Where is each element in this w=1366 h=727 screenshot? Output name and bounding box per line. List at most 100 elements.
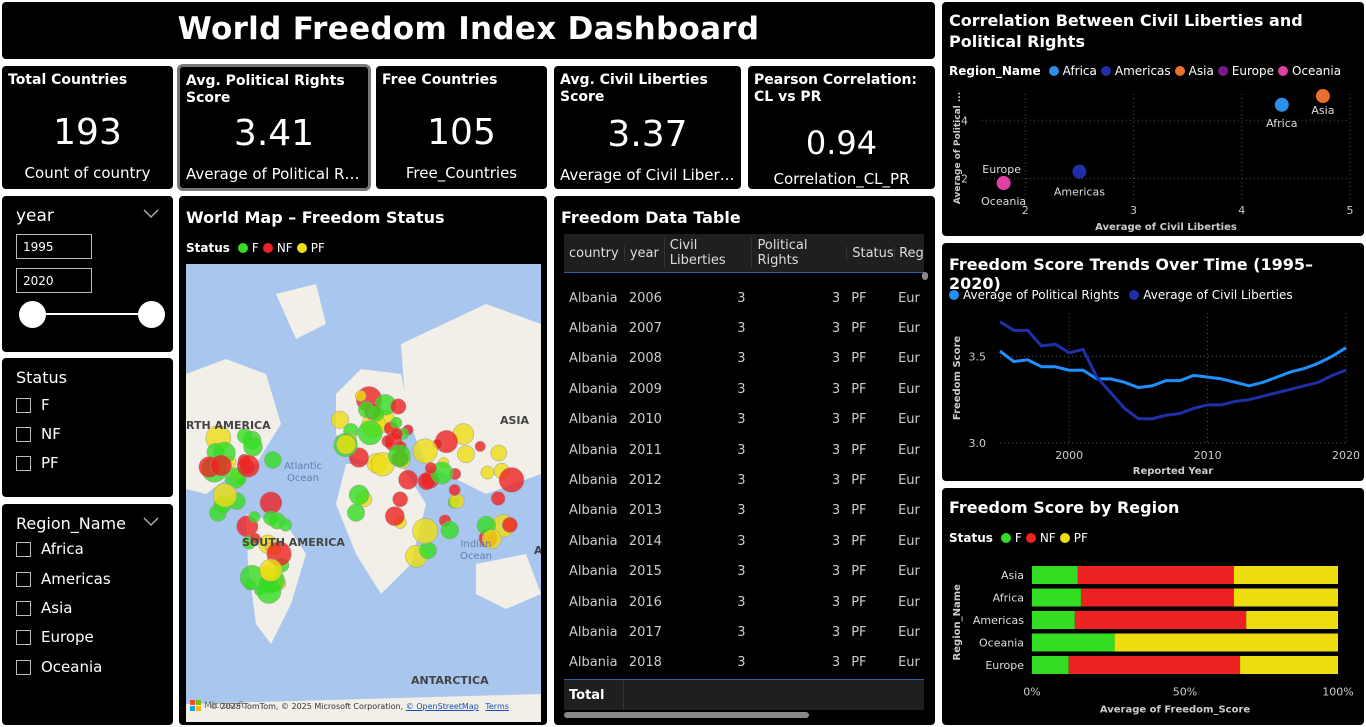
table-cell: Albania [569, 351, 618, 367]
category-label: Americas [973, 614, 1024, 627]
table-cell: Eur [898, 351, 920, 367]
bar-segment-nf [1068, 656, 1241, 674]
map-label-asia: ASIA [500, 414, 530, 427]
kpi-free-countries[interactable]: Free Countries 105 Free_Countries [374, 64, 549, 191]
column-header[interactable]: country [569, 245, 619, 261]
checkbox[interactable] [16, 455, 31, 471]
table-cell: 3 [737, 321, 746, 337]
checkbox[interactable] [16, 571, 31, 587]
table-cell: 3 [831, 381, 841, 397]
region-option-asia[interactable]: Asia [16, 599, 72, 617]
openstreetmap-link[interactable]: © OpenStreetMap [405, 702, 479, 711]
table-row[interactable]: Albania 2006 3 3 PF Eur [564, 283, 924, 313]
column-header[interactable]: Status [846, 245, 894, 261]
checkbox[interactable] [16, 629, 31, 645]
table-cell: PF [851, 503, 867, 519]
table-cell: 2013 [628, 503, 662, 519]
map-canvas[interactable]: RTH AMERICA SOUTH AMERICA ASIA Atlantic … [186, 264, 541, 722]
x-axis-label: Reported Year [1133, 466, 1213, 477]
table-cell: 3 [737, 533, 746, 549]
year-from-input[interactable]: 1995 [16, 234, 92, 259]
checkbox[interactable] [16, 397, 31, 413]
checkbox[interactable] [16, 600, 31, 616]
legend-dot-f [237, 243, 248, 253]
table-row[interactable]: Albania 2017 3 3 PF Eur [564, 617, 924, 647]
region-option-africa[interactable]: Africa [16, 540, 84, 558]
kpi-pearson-correlation[interactable]: Pearson Correlation: CL vs PR 0.94 Corre… [746, 64, 937, 191]
year-to-input[interactable]: 2020 [16, 268, 92, 293]
map-label-south-america: SOUTH AMERICA [242, 536, 345, 549]
table-row[interactable]: Albania 2016 3 3 PF Eur [564, 587, 924, 617]
kpi-value: 0.94 [805, 124, 878, 162]
table-cell: Albania [569, 624, 618, 640]
table-row[interactable]: Albania 2007 3 3 PF Eur [564, 313, 924, 343]
status-option-pf[interactable]: PF [16, 454, 59, 472]
year-range-end-handle[interactable] [138, 301, 165, 328]
kpi-avg-civil-liberties[interactable]: Avg. Civil Liberties Score 3.37 Average … [552, 64, 743, 191]
terms-link[interactable]: Terms [485, 702, 509, 711]
map-bubble [347, 503, 365, 522]
legend-label: Oceania [1292, 64, 1342, 78]
table-cell: Albania [569, 503, 618, 519]
table-row[interactable]: Albania 2015 3 3 PF Eur [564, 557, 924, 587]
legend-label: NF [1039, 531, 1056, 545]
world-map-visual[interactable]: World Map – Freedom Status Status F NF P… [177, 194, 549, 727]
kpi-total-countries[interactable]: Total Countries 193 Count of country [0, 64, 175, 191]
region-slicer[interactable]: Region_Name Africa Americas Asia Europe … [0, 502, 175, 727]
chevron-down-icon[interactable] [142, 208, 160, 220]
kpi-avg-political-rights[interactable]: Avg. Political Rights Score 3.41 Average… [177, 64, 371, 191]
column-header[interactable]: Civil Liberties [663, 238, 752, 268]
kpi-title: Avg. Civil Liberties Score [560, 72, 708, 105]
option-label: NF [41, 425, 61, 443]
region-option-americas[interactable]: Americas [16, 570, 111, 588]
table-cell: 2007 [628, 321, 662, 337]
column-header[interactable]: Political Rights [751, 238, 846, 268]
checkbox[interactable] [16, 659, 31, 675]
scatter-correlation-visual[interactable]: Correlation Between Civil Liberties and … [940, 0, 1366, 238]
legend-label: Africa [1062, 64, 1097, 78]
column-header[interactable]: year [623, 245, 664, 261]
freedom-data-table[interactable]: Freedom Data Table country year Civil Li… [552, 194, 937, 727]
map-bubble [210, 454, 232, 477]
bar-segment-f [1032, 633, 1115, 652]
table-cell: Albania [569, 533, 618, 549]
legend-title: Region_Name [949, 64, 1041, 78]
table-cell: Eur [898, 381, 920, 397]
table-row[interactable]: Albania 2012 3 3 PF Eur [564, 465, 924, 495]
checkbox[interactable] [16, 541, 31, 557]
chevron-down-icon[interactable] [142, 516, 160, 528]
table-row[interactable]: Albania 2008 3 3 PF Eur [564, 344, 924, 374]
table-row[interactable]: Albania 2018 3 3 PF Eur [564, 648, 924, 678]
map-bubble [490, 491, 506, 506]
legend-dot-europe [1217, 66, 1228, 76]
kpi-title: Total Countries [8, 72, 128, 88]
region-option-oceania[interactable]: Oceania [16, 658, 102, 676]
status-slicer[interactable]: Status F NF PF [0, 356, 175, 499]
table-cell: PF [851, 564, 867, 580]
x-tick-label: 4 [1238, 204, 1245, 217]
column-header[interactable]: Region [894, 245, 924, 261]
kpi-subtitle: Free_Countries [405, 164, 518, 182]
table-row[interactable]: Albania 2009 3 3 PF Eur [564, 374, 924, 404]
table-row[interactable]: Albania 2013 3 3 PF Eur [564, 496, 924, 526]
region-option-europe[interactable]: Europe [16, 628, 94, 646]
status-option-f[interactable]: F [16, 396, 50, 414]
kpi-value: 3.37 [607, 114, 688, 155]
year-slicer[interactable]: year 1995 2020 [0, 194, 175, 354]
table-row[interactable]: Albania 2011 3 3 PF Eur [564, 435, 924, 465]
trend-line-visual[interactable]: Freedom Score Trends Over Time (1995–202… [940, 241, 1366, 483]
year-range-start-handle[interactable] [19, 301, 46, 328]
bar-segment-nf [1074, 611, 1247, 629]
region-bar-visual[interactable]: Freedom Score by Region Status F NF PF A… [940, 486, 1366, 727]
y-axis-label: Average of Political ... [953, 92, 963, 204]
map-bubble [236, 454, 260, 478]
checkbox[interactable] [16, 426, 31, 442]
table-row[interactable]: Albania 2014 3 3 PF Eur [564, 526, 924, 556]
map-bubble [440, 520, 460, 540]
status-option-nf[interactable]: NF [16, 425, 61, 443]
table-horizontal-scrollbar[interactable] [564, 712, 809, 718]
table-row[interactable]: Albania 2010 3 3 PF Eur [564, 405, 924, 435]
table-cell: 3 [831, 442, 841, 458]
table-vertical-scrollbar[interactable] [922, 272, 928, 280]
table-header-row: country year Civil Liberties Political R… [564, 234, 924, 272]
